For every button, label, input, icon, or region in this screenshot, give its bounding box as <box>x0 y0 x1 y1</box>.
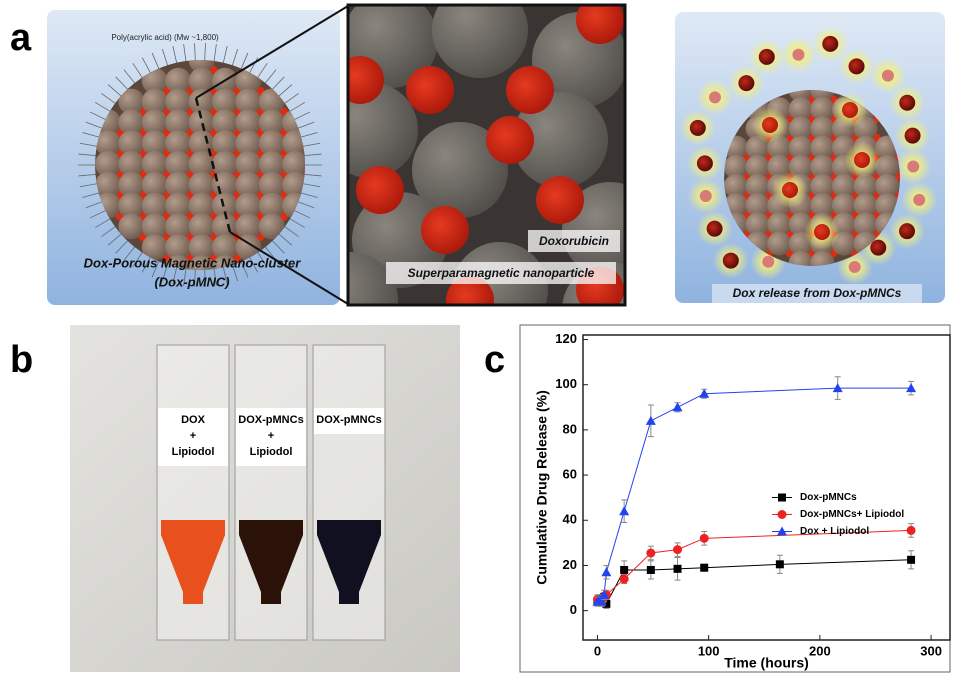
nanoparticle-label: Superparamagnetic nanoparticle <box>408 266 595 280</box>
released-dox <box>792 49 804 61</box>
y-tick-label: 60 <box>563 467 577 482</box>
vial-label: + <box>268 430 274 442</box>
released-dox <box>759 49 775 65</box>
polymer-label: Poly(acrylic acid) (Mw ~1,800) <box>111 33 219 42</box>
data-point <box>646 549 655 558</box>
released-dox <box>723 253 739 269</box>
data-point <box>674 565 682 573</box>
released-dox <box>882 70 894 82</box>
released-dox <box>899 223 915 239</box>
y-tick-label: 40 <box>563 512 577 527</box>
released-dox <box>899 95 915 111</box>
legend-label: Dox-pMNCs+ Lipiodol <box>800 509 904 520</box>
figure: a Poly(acrylic acid) (Mw ~1,800) Dox-Por… <box>0 0 956 683</box>
panel-label: a <box>10 17 32 59</box>
data-point <box>907 556 915 564</box>
released-dox <box>697 155 713 171</box>
y-tick-label: 80 <box>563 421 577 436</box>
released-dox <box>690 120 706 136</box>
y-tick-label: 0 <box>570 602 577 617</box>
released-dox <box>870 240 886 256</box>
x-tick-label: 0 <box>594 643 601 658</box>
data-point <box>700 534 709 543</box>
data-point <box>907 526 916 535</box>
released-dox <box>738 75 754 91</box>
data-point <box>620 566 628 574</box>
embedded-dox <box>762 117 778 133</box>
cluster-label: (Dox-pMNC) <box>154 274 229 289</box>
data-point <box>647 566 655 574</box>
x-tick-label: 300 <box>920 643 942 658</box>
vial-label: + <box>190 430 196 442</box>
y-tick-label: 100 <box>555 376 577 391</box>
legend-label: Dox-pMNCs <box>800 492 857 503</box>
released-dox <box>849 58 865 74</box>
vial-label: DOX-pMNCs <box>238 414 303 426</box>
embedded-dox <box>854 152 870 168</box>
data-point <box>620 575 629 584</box>
x-tick-label: 200 <box>809 643 831 658</box>
dox-particle <box>336 56 384 104</box>
dox-particle <box>406 66 454 114</box>
y-axis-label: Cumulative Drug Release (%) <box>534 390 550 585</box>
embedded-dox <box>842 102 858 118</box>
x-axis-label: Time (hours) <box>724 655 809 671</box>
released-dox <box>905 128 921 144</box>
y-tick-label: 120 <box>555 331 577 346</box>
panel-c-bg <box>520 325 950 672</box>
panel-label: b <box>10 339 33 381</box>
cluster-label: Dox-Porous Magnetic Nano-cluster <box>84 255 302 270</box>
released-dox <box>700 190 712 202</box>
released-dox <box>762 256 774 268</box>
panel-label: c <box>484 339 505 381</box>
data-point <box>700 564 708 572</box>
vial-label: Lipiodol <box>172 446 215 458</box>
particle <box>767 232 791 256</box>
dox-particle <box>356 166 404 214</box>
released-dox <box>849 261 861 273</box>
data-point <box>776 560 784 568</box>
vial-label: Lipiodol <box>250 446 293 458</box>
data-point <box>673 545 682 554</box>
dox-particle <box>506 66 554 114</box>
released-dox <box>707 221 723 237</box>
release-label: Dox release from Dox-pMNCs <box>733 286 902 300</box>
embedded-dox <box>782 182 798 198</box>
y-tick-label: 20 <box>563 557 577 572</box>
legend-marker <box>778 510 787 519</box>
released-dox <box>913 194 925 206</box>
particle <box>118 213 144 239</box>
dox-particle <box>536 176 584 224</box>
vial-label: DOX <box>181 414 206 426</box>
dox-particle <box>486 116 534 164</box>
vial-label: DOX-pMNCs <box>316 414 381 426</box>
released-dox <box>709 91 721 103</box>
released-dox <box>822 36 838 52</box>
embedded-dox <box>814 224 830 240</box>
released-dox <box>907 161 919 173</box>
legend-marker <box>778 494 786 502</box>
legend-label: Dox + Lipiodol <box>800 526 869 537</box>
x-tick-label: 100 <box>698 643 720 658</box>
doxorubicin-label: Doxorubicin <box>539 234 609 248</box>
dox-particle <box>421 206 469 254</box>
